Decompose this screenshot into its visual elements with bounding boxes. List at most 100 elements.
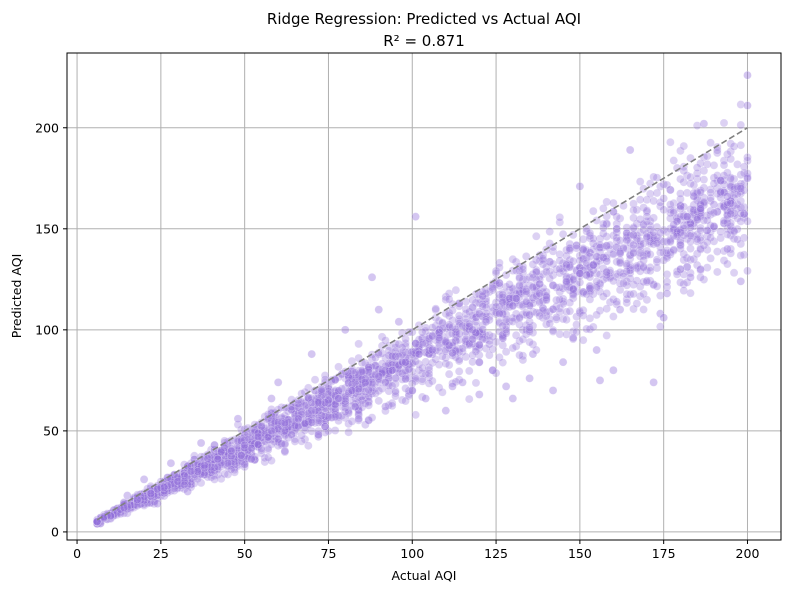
data-point (253, 437, 263, 446)
data-point (290, 412, 300, 421)
data-point (716, 189, 725, 198)
data-point (166, 479, 176, 489)
data-point (676, 226, 685, 236)
data-point (508, 284, 518, 293)
data-point (552, 295, 561, 305)
data-point (488, 306, 497, 316)
data-point (146, 489, 156, 498)
data-point (696, 200, 705, 210)
data-point (206, 454, 216, 464)
data-point (257, 444, 266, 453)
data-point (294, 411, 303, 420)
data-point (340, 374, 350, 383)
data-point (602, 331, 611, 340)
data-point (692, 195, 702, 205)
data-point (696, 226, 705, 235)
data-point (625, 145, 635, 155)
data-point (465, 324, 474, 333)
data-point (401, 354, 410, 363)
y-axis-label: Predicted AQI (9, 254, 24, 339)
data-point (736, 184, 746, 193)
data-point (733, 184, 742, 193)
data-point (233, 454, 243, 463)
data-point (133, 493, 142, 502)
data-point (153, 485, 162, 494)
data-point (431, 304, 440, 313)
data-point (723, 214, 732, 224)
data-point (726, 154, 735, 164)
data-point (471, 344, 481, 354)
data-point (652, 282, 662, 291)
data-point (240, 457, 249, 467)
chart-title: Ridge Regression: Predicted vs Actual AQ… (267, 10, 581, 28)
data-point (250, 439, 259, 449)
data-point (270, 437, 280, 446)
data-point (159, 480, 169, 489)
data-point (421, 369, 430, 378)
data-point (582, 264, 591, 274)
data-point (589, 260, 598, 269)
data-point (253, 436, 263, 446)
data-point (260, 436, 270, 446)
data-point (528, 294, 538, 304)
data-point (156, 484, 166, 493)
data-point (233, 446, 243, 455)
data-point (133, 497, 142, 507)
data-point (290, 422, 300, 432)
data-point (488, 283, 497, 293)
data-point (652, 255, 662, 264)
data-point (300, 419, 310, 429)
data-point (250, 429, 259, 438)
data-point (511, 298, 521, 307)
data-point (230, 448, 239, 457)
data-point (743, 101, 752, 110)
data-point (273, 424, 283, 434)
data-point (669, 220, 678, 230)
data-point (377, 368, 387, 377)
data-point (485, 340, 494, 349)
data-point (354, 370, 363, 379)
data-point (719, 156, 729, 165)
data-point (635, 195, 645, 204)
data-point (394, 361, 404, 370)
data-point (481, 317, 491, 327)
data-point (552, 315, 561, 324)
data-point (595, 306, 605, 315)
data-point (676, 225, 685, 234)
data-point (585, 228, 595, 238)
data-point (149, 490, 159, 500)
data-point (106, 513, 115, 522)
data-point (143, 492, 152, 502)
data-point (216, 462, 226, 471)
data-point (203, 459, 213, 468)
data-point (501, 302, 511, 312)
data-point (357, 376, 367, 385)
data-point (307, 417, 316, 427)
data-point (729, 142, 739, 151)
data-point (548, 281, 558, 290)
data-point (273, 425, 283, 435)
data-point (351, 388, 360, 398)
data-point (280, 446, 290, 456)
data-point (371, 353, 380, 362)
data-point (585, 295, 595, 304)
data-point (173, 477, 182, 486)
y-tick-label: 150 (35, 221, 59, 236)
data-point (448, 341, 457, 351)
data-point (401, 366, 410, 375)
data-point (411, 376, 420, 386)
data-point (418, 374, 427, 384)
data-point (689, 192, 699, 201)
data-point (166, 482, 176, 492)
data-point (471, 330, 481, 340)
data-point (314, 405, 323, 414)
data-point (706, 227, 715, 237)
data-point (521, 308, 531, 318)
data-point (240, 462, 249, 472)
data-point (280, 430, 290, 439)
data-point (163, 488, 172, 497)
data-point (692, 215, 702, 224)
data-point (545, 307, 554, 316)
data-point (642, 232, 652, 242)
data-point (659, 179, 668, 189)
